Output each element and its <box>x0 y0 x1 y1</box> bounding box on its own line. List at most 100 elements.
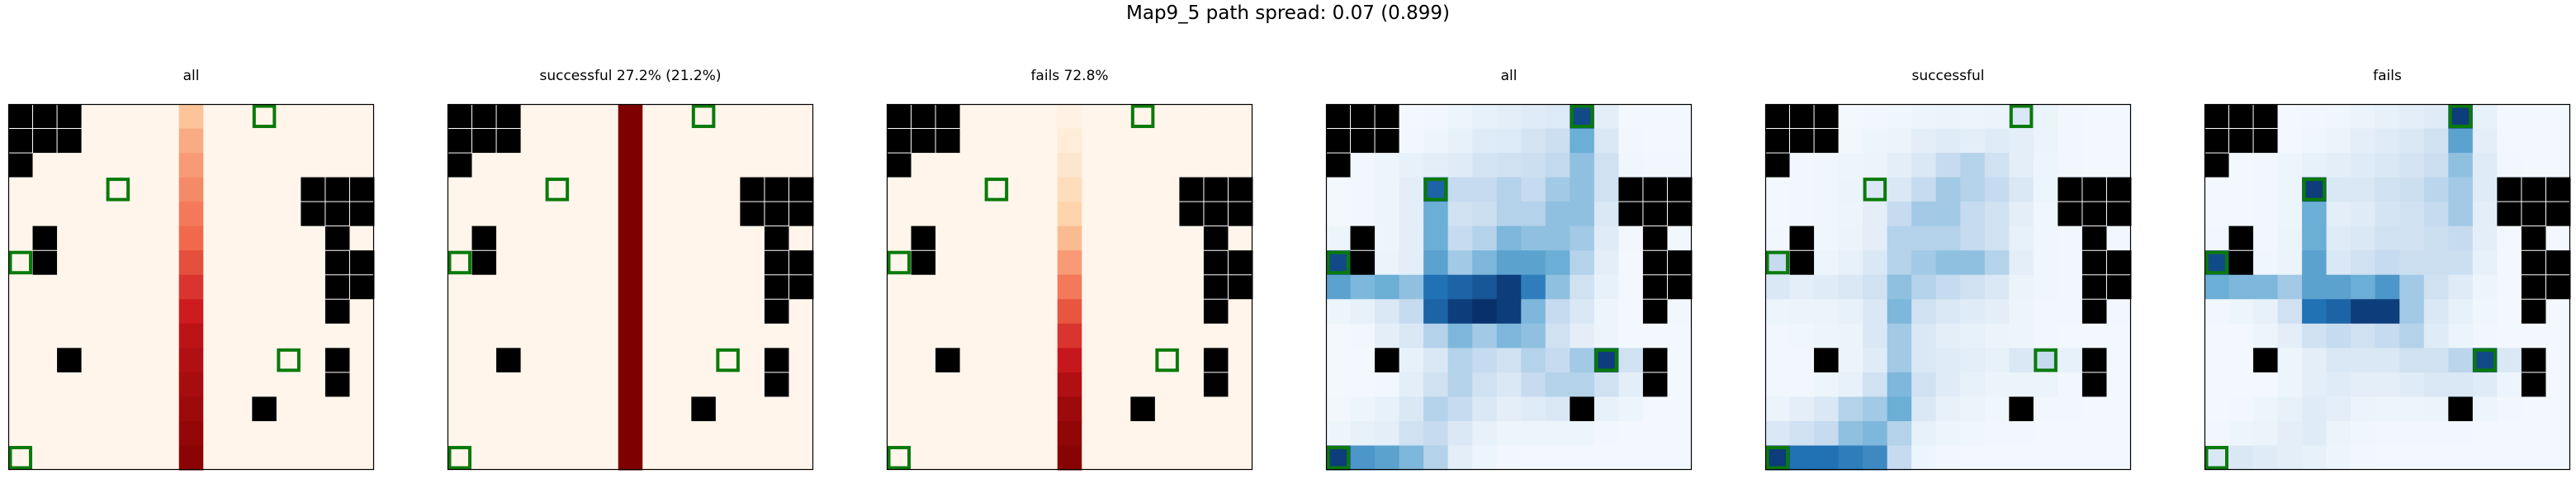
heat-cell <box>2375 299 2400 325</box>
heat-cell <box>1667 348 1693 373</box>
heat-cell <box>935 202 961 227</box>
heat-cell <box>447 396 473 422</box>
heat-cell <box>1082 202 1107 227</box>
heat-cell <box>471 372 497 397</box>
heat-cell <box>1545 104 1570 130</box>
heat-cell <box>2326 250 2351 276</box>
heat-cell <box>1984 445 2010 471</box>
heat-cell <box>496 372 522 397</box>
heat-cell <box>227 420 253 446</box>
heat-cell <box>2302 104 2327 130</box>
heat-cell <box>471 396 497 422</box>
heat-cell <box>106 153 131 178</box>
obstacle-cell <box>349 202 375 227</box>
heat-cell <box>252 202 277 227</box>
heat-cell <box>545 153 571 178</box>
heat-cell <box>203 225 229 251</box>
heat-cell <box>1447 396 1473 422</box>
obstacle-cell <box>1618 202 1644 227</box>
heat-cell <box>447 250 473 276</box>
heat-cell <box>1399 445 1424 471</box>
heat-cell <box>1179 104 1205 130</box>
heat-cell <box>106 202 131 227</box>
heat-cell <box>1154 128 1180 154</box>
heat-cell <box>252 274 277 300</box>
heat-cell <box>1472 323 1498 349</box>
heat-cell <box>1496 128 1522 154</box>
heat-cell <box>1375 372 1400 397</box>
heat-cell <box>324 445 350 471</box>
heatmap-panel <box>886 103 1253 471</box>
heat-cell <box>447 445 473 471</box>
heat-cell <box>252 299 277 325</box>
heat-cell <box>1179 299 1205 325</box>
heat-cell <box>2228 153 2254 178</box>
heat-cell <box>1545 128 1570 154</box>
obstacle-cell <box>2081 299 2107 325</box>
heat-cell <box>106 299 131 325</box>
heat-cell <box>2277 323 2303 349</box>
heat-cell <box>1911 299 1937 325</box>
heat-cell <box>618 323 643 349</box>
heat-cell <box>1008 348 1034 373</box>
heat-cell <box>1863 177 1888 202</box>
heat-cell <box>520 250 546 276</box>
heat-cell <box>715 420 741 446</box>
heat-cell <box>2057 153 2083 178</box>
heat-cell <box>130 225 155 251</box>
heat-cell <box>130 445 155 471</box>
heat-cell <box>1838 177 1863 202</box>
heat-cell <box>1521 104 1546 130</box>
heat-cell <box>1496 372 1522 397</box>
heat-cell <box>1472 420 1498 446</box>
heat-cell <box>1593 420 1619 446</box>
heat-cell <box>2277 225 2303 251</box>
heat-cell <box>2423 348 2449 373</box>
heat-cell <box>1423 420 1449 446</box>
heat-cell <box>203 323 229 349</box>
obstacle-cell <box>2497 202 2522 227</box>
heat-cell <box>32 177 58 202</box>
heat-cell <box>594 274 619 300</box>
heat-cell <box>887 323 912 349</box>
heat-cell <box>1960 445 1986 471</box>
heat-cell <box>1154 445 1180 471</box>
heat-cell <box>1789 372 1815 397</box>
heat-cell <box>618 104 643 130</box>
heat-cell <box>1765 372 1791 397</box>
heat-cell <box>276 299 301 325</box>
heat-cell <box>81 104 107 130</box>
heat-cell <box>2448 348 2474 373</box>
heat-cell <box>8 348 34 373</box>
heat-cell <box>2009 250 2034 276</box>
obstacle-cell <box>1642 177 1668 202</box>
heat-cell <box>1130 299 1156 325</box>
heat-cell <box>1667 445 1693 471</box>
heat-cell <box>2423 323 2449 349</box>
heat-cell <box>569 225 594 251</box>
heat-cell <box>2302 202 2327 227</box>
heat-cell <box>1570 348 1595 373</box>
heat-cell <box>2204 274 2230 300</box>
heat-cell <box>1618 348 1644 373</box>
heat-cell <box>1570 274 1595 300</box>
heat-cell <box>2228 274 2254 300</box>
heat-cell <box>2497 445 2522 471</box>
heat-cell <box>32 348 58 373</box>
heat-cell <box>959 420 985 446</box>
heat-cell <box>1447 348 1473 373</box>
heat-cell <box>276 396 301 422</box>
heat-cell <box>666 445 692 471</box>
heat-cell <box>154 445 180 471</box>
heat-cell <box>1106 128 1131 154</box>
heat-cell <box>1082 420 1107 446</box>
heatmap-panel <box>2204 103 2571 471</box>
heat-cell <box>1667 372 1693 397</box>
obstacle-cell <box>2081 177 2107 202</box>
heat-cell <box>666 250 692 276</box>
heat-cell <box>81 274 107 300</box>
heat-cell <box>1423 128 1449 154</box>
heat-cell <box>252 250 277 276</box>
heat-cell <box>984 128 1010 154</box>
obstacle-cell <box>2081 348 2107 373</box>
